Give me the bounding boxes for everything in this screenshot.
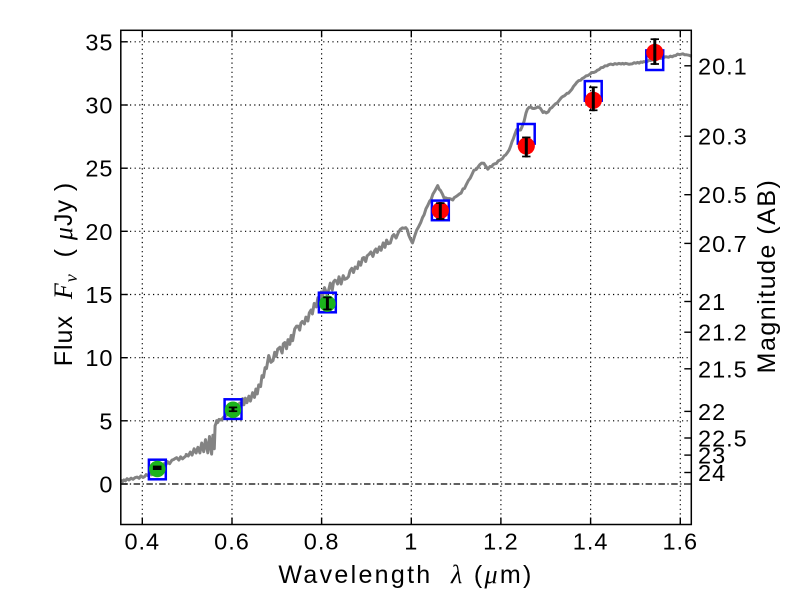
svg-text:20: 20 [85, 219, 113, 245]
svg-text:22: 22 [698, 399, 726, 425]
svg-text:20.5: 20.5 [698, 182, 748, 208]
svg-text:15: 15 [85, 282, 113, 308]
svg-text:Wavelength λ (μm): Wavelength λ (μm) [278, 560, 533, 589]
svg-text:21.5: 21.5 [698, 356, 748, 382]
svg-text:0.6: 0.6 [214, 529, 250, 555]
svg-text:0: 0 [99, 472, 113, 498]
svg-text:1.6: 1.6 [662, 529, 698, 555]
svg-text:20.1: 20.1 [698, 53, 748, 79]
svg-text:10: 10 [85, 345, 113, 371]
svg-text:23: 23 [698, 443, 726, 469]
svg-text:Flux Fν ( μJy ): Flux Fν ( μJy ) [49, 182, 81, 367]
svg-text:0.8: 0.8 [304, 529, 340, 555]
svg-text:35: 35 [85, 29, 113, 55]
svg-text:20.7: 20.7 [698, 231, 748, 257]
svg-text:Magnitude (AB): Magnitude (AB) [753, 179, 781, 374]
svg-text:1.4: 1.4 [573, 529, 609, 555]
svg-text:24: 24 [698, 460, 726, 486]
svg-text:30: 30 [85, 93, 113, 119]
svg-text:25: 25 [85, 156, 113, 182]
svg-text:21.2: 21.2 [698, 320, 748, 346]
svg-text:22.5: 22.5 [698, 426, 748, 452]
svg-text:1.2: 1.2 [483, 529, 519, 555]
svg-text:5: 5 [99, 408, 113, 434]
svg-text:20.3: 20.3 [698, 124, 748, 150]
svg-text:1: 1 [404, 529, 418, 555]
svg-text:0.4: 0.4 [124, 529, 160, 555]
svg-text:21: 21 [698, 289, 726, 315]
